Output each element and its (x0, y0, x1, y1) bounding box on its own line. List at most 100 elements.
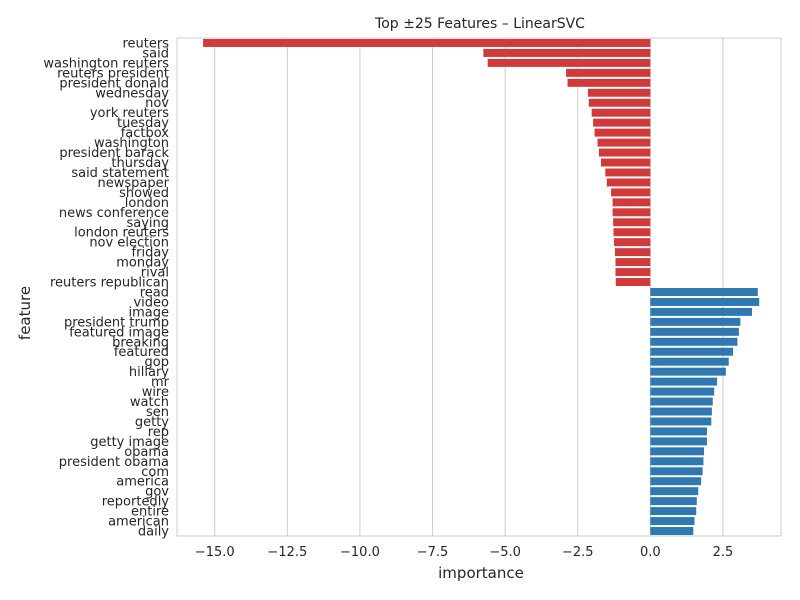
category-label: featured image (69, 325, 169, 340)
x-tick-label: −10.0 (340, 545, 380, 560)
bar (650, 417, 712, 426)
x-tick-label: 0.0 (640, 545, 661, 560)
bar (611, 188, 651, 197)
bar (650, 447, 705, 456)
bar (567, 78, 651, 87)
bar (606, 178, 651, 187)
bar (613, 218, 651, 227)
category-label: rep (148, 425, 169, 440)
x-tick-label: −5.0 (489, 545, 521, 560)
category-label: president barack (59, 146, 169, 161)
category-label: america (116, 475, 169, 490)
bar (614, 248, 651, 257)
bar (612, 198, 651, 207)
category-label: thursday (111, 156, 169, 171)
category-label: friday (132, 246, 170, 261)
bar (615, 278, 651, 287)
category-label: sen (146, 405, 169, 420)
category-label: reuters president (57, 66, 169, 81)
category-label: com (141, 465, 169, 480)
x-tick-label: −12.5 (267, 545, 307, 560)
category-label: york reuters (90, 106, 169, 121)
category-label: gop (145, 355, 169, 370)
bar (650, 397, 713, 406)
category-label: featured (114, 345, 169, 360)
category-label: wednesday (95, 86, 169, 101)
category-label: factbox (121, 126, 170, 141)
category-label: breaking (112, 335, 169, 350)
bar (612, 208, 651, 217)
bar (650, 287, 758, 296)
bar (615, 258, 651, 267)
category-label: saying (126, 216, 169, 231)
category-label: read (140, 285, 169, 300)
bar (650, 387, 715, 396)
bar (597, 138, 651, 147)
bar (588, 98, 651, 107)
category-label: washington reuters (43, 56, 169, 71)
x-axis-title: importance (438, 564, 524, 582)
bar (650, 367, 726, 376)
category-label: news conference (59, 206, 169, 221)
x-tick-label: −7.5 (417, 545, 449, 560)
category-label: london reuters (74, 226, 169, 241)
bar (605, 168, 651, 177)
category-label: getty image (90, 435, 169, 450)
bar (594, 128, 651, 137)
category-label: nov election (89, 236, 169, 251)
bar (650, 297, 760, 306)
category-label: getty (135, 415, 169, 430)
bar (650, 527, 694, 536)
bar (203, 38, 651, 47)
bar (650, 307, 752, 316)
category-label: reuters republican (50, 276, 169, 291)
bar (650, 477, 702, 486)
category-label: entire (131, 505, 169, 520)
category-label: newspaper (98, 176, 170, 191)
bar (650, 357, 729, 366)
bar (650, 517, 695, 526)
chart-title: Top ±25 Features – LinearSVC (374, 16, 585, 32)
x-tick-labels: −15.0 −12.5 −10.0 −7.5 −5.0 −2.5 0.0 2.5 (195, 545, 733, 560)
bar (614, 238, 651, 247)
bar (650, 317, 741, 326)
category-label: wire (142, 385, 169, 400)
category-label: image (129, 305, 170, 320)
category-label: rival (141, 266, 169, 281)
category-label: watch (130, 395, 169, 410)
bar (650, 337, 738, 346)
category-label: reuters (122, 36, 169, 51)
category-label: london (125, 196, 169, 211)
bar (591, 108, 651, 117)
bar (650, 497, 697, 506)
category-label: showed (119, 186, 169, 201)
category-label: reportedly (102, 495, 170, 510)
x-tick-label: −2.5 (562, 545, 594, 560)
bar (483, 48, 651, 57)
bar (587, 88, 651, 97)
category-label: nov (145, 96, 169, 111)
bar (593, 118, 651, 127)
y-axis-title: feature (16, 286, 34, 340)
category-label: washington (94, 136, 169, 151)
bar (613, 228, 651, 237)
category-label: hillary (129, 365, 169, 380)
category-label: said (142, 46, 169, 61)
category-label: obama (124, 445, 169, 460)
bar (650, 377, 718, 386)
bar (650, 457, 704, 466)
bar (650, 437, 707, 446)
bar (566, 68, 651, 77)
category-label: daily (138, 525, 169, 540)
category-label: video (133, 295, 169, 310)
category-label: mr (151, 375, 170, 390)
category-label: said statement (71, 166, 169, 181)
x-tick-label: 2.5 (713, 545, 734, 560)
bar (650, 467, 703, 476)
plot-frame (176, 37, 782, 537)
category-label: president trump (64, 315, 169, 330)
x-tick-label: −15.0 (195, 545, 235, 560)
bar (600, 158, 651, 167)
